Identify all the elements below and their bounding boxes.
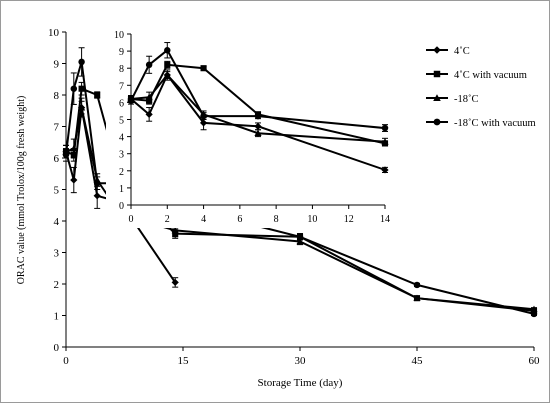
inset-y-tick-label: 6 — [119, 98, 124, 109]
main-x-axis-label: Storage Time (day) — [258, 377, 343, 389]
inset-data-point — [164, 61, 171, 68]
inset-y-tick-label: 2 — [119, 167, 124, 178]
main-y-tick-label: 2 — [54, 279, 60, 291]
legend-marker — [433, 70, 441, 78]
legend-item: 4˚C — [426, 46, 470, 57]
inset-data-point — [381, 166, 389, 174]
inset-data-point — [200, 112, 207, 120]
main-data-point — [530, 310, 538, 318]
inset-data-point — [254, 129, 262, 137]
inset-y-tick-label: 9 — [119, 47, 124, 58]
main-data-point — [78, 58, 85, 66]
main-data-point — [93, 192, 101, 200]
main-y-tick-label: 0 — [54, 342, 60, 354]
legend-label: 4˚C — [454, 46, 470, 57]
legend-marker — [433, 46, 441, 54]
main-data-point — [62, 151, 70, 159]
main-y-tick-label: 10 — [48, 27, 60, 39]
main-data-point — [171, 278, 179, 287]
main-y-tick-label: 5 — [54, 185, 60, 197]
inset-data-point — [164, 47, 171, 54]
main-data-point — [413, 294, 421, 302]
legend-item: 4˚C with vacuum — [426, 70, 527, 81]
inset-x-tick-label: 0 — [129, 214, 134, 225]
inset-x-tick-label: 4 — [201, 214, 206, 225]
inset-x-tick-label: 6 — [237, 214, 242, 225]
inset-data-point — [254, 122, 262, 130]
inset-y-tick-label: 3 — [119, 150, 124, 161]
legend: 4˚C 4˚C with vacuum -18˚C -18˚C with vacuum — [426, 46, 536, 129]
legend-item: -18˚C — [426, 94, 479, 105]
inset-series-line — [130, 73, 386, 143]
inset-data-point — [381, 124, 389, 132]
inset-x-tick-label: 12 — [344, 214, 354, 225]
main-data-point — [530, 305, 538, 313]
main-y-tick-label: 9 — [54, 59, 60, 71]
inset-y-tick-label: 7 — [119, 81, 124, 92]
main-data-point — [93, 179, 101, 187]
main-x-tick-label: 15 — [178, 355, 190, 367]
main-y-tick-label: 7 — [54, 122, 60, 134]
inset-y-tick-label: 10 — [114, 30, 124, 41]
main-x-tick-label: 0 — [63, 355, 69, 367]
inset-y-tick-label: 1 — [119, 184, 124, 195]
main-y-axis-label: ORAC value (mmol Trolox/100g fresh weigh… — [16, 96, 27, 285]
main-data-point — [70, 85, 78, 92]
main-data-point — [70, 176, 78, 184]
inset-data-point — [127, 97, 135, 104]
inset-x-tick-label: 10 — [307, 214, 317, 225]
main-data-point — [296, 233, 304, 240]
inset-series-line — [130, 48, 386, 130]
inset-data-point — [381, 138, 389, 145]
inset-x-tick-label: 2 — [165, 214, 170, 225]
main-y-tick-label: 8 — [54, 90, 60, 102]
main-y-tick-label: 6 — [54, 153, 60, 165]
inset-series-line — [130, 73, 386, 171]
legend-label: -18˚C — [454, 94, 479, 105]
inset-data-point — [199, 119, 208, 127]
inset-data-point — [145, 93, 153, 101]
main-data-point — [70, 144, 78, 152]
inset-data-point — [254, 112, 262, 120]
main-data-point — [78, 85, 85, 92]
main-data-point — [94, 91, 101, 99]
main-x-tick-label: 45 — [412, 355, 424, 367]
inset-data-point — [145, 61, 153, 69]
main-y-tick-label: 3 — [54, 248, 60, 260]
legend-label: 4˚C with vacuum — [454, 70, 527, 81]
main-x-tick-label: 60 — [529, 355, 541, 367]
inset-data-point — [145, 110, 153, 118]
legend-item: -18˚C with vacuum — [426, 118, 536, 129]
inset-data-point — [200, 65, 207, 72]
inset-x-tick-label: 14 — [380, 214, 390, 225]
inset-y-tick-label: 0 — [119, 201, 124, 212]
main-y-tick-label: 4 — [54, 216, 60, 228]
legend-label: -18˚C with vacuum — [454, 118, 536, 129]
main-data-point — [78, 104, 86, 111]
main-x-tick-label: 30 — [295, 355, 307, 367]
inset-y-tick-label: 4 — [119, 133, 124, 144]
inset-x-tick-label: 8 — [274, 214, 279, 225]
inset-series-4 — [127, 42, 389, 132]
inset-y-tick-label: 8 — [119, 64, 124, 75]
main-data-point — [171, 226, 179, 234]
main-data-point — [413, 281, 421, 289]
main-y-tick-label: 1 — [54, 311, 60, 323]
main-data-point — [296, 237, 304, 245]
inset-data-point — [163, 71, 171, 78]
inset-y-tick-label: 5 — [119, 116, 124, 127]
legend-marker — [433, 94, 441, 102]
legend-marker — [433, 118, 441, 126]
